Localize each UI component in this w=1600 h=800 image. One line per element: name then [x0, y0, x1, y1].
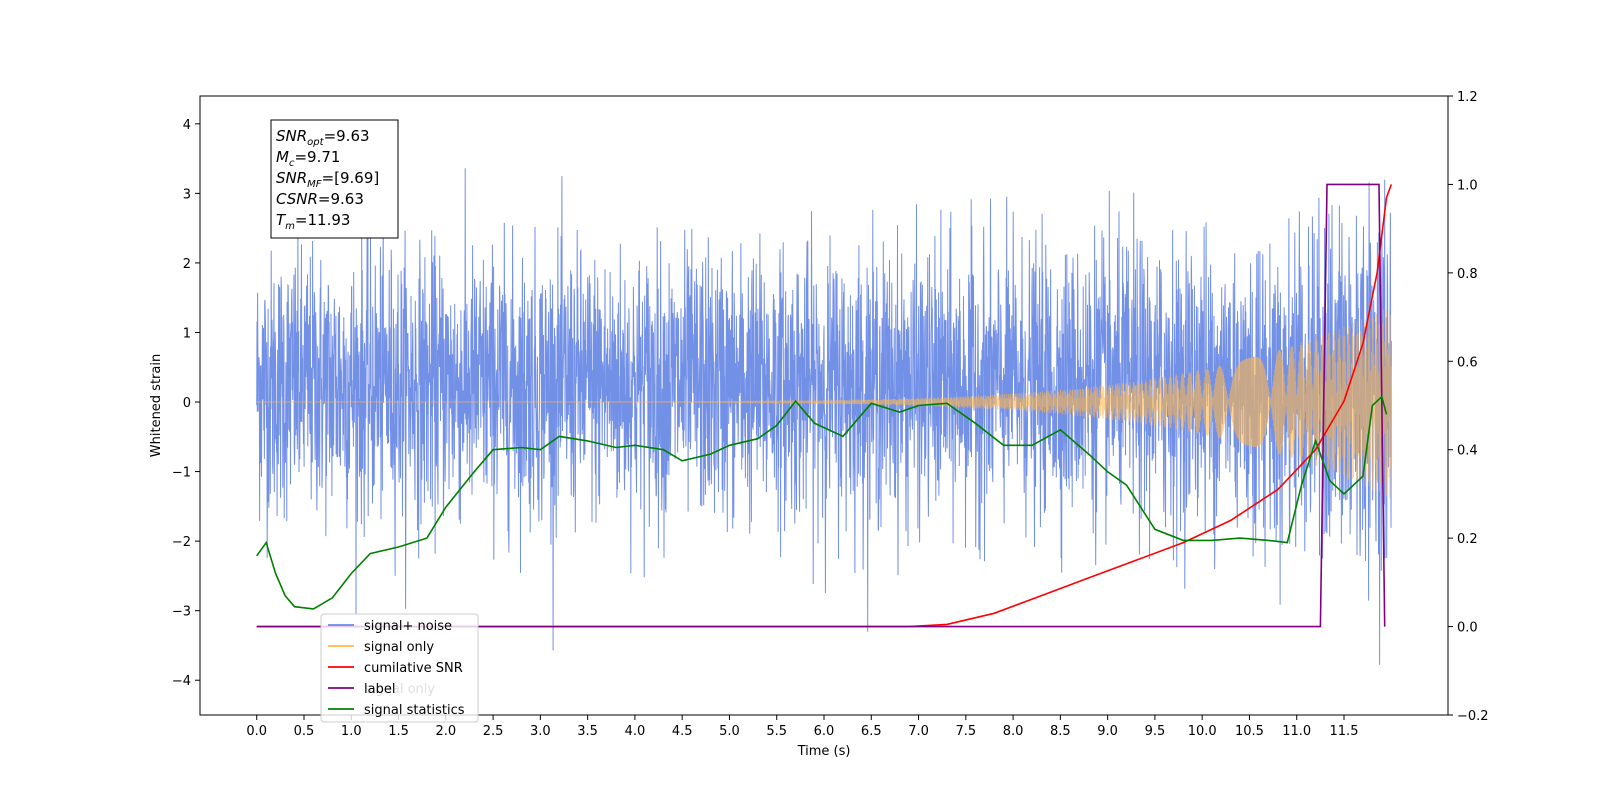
x-tick-label: 7.5 [955, 724, 976, 739]
right-axis-series [256, 183, 1393, 628]
right-y-tick-label: −0.2 [1457, 709, 1489, 724]
left-y-tick-label: 2 [183, 257, 191, 272]
legend-entry: cumilative SNR [364, 661, 463, 676]
legend-entry: label [364, 682, 395, 697]
right-y-axis-ticks: −0.2 0.0 0.2 0.4 0.6 0.8 1.0 1.2 [1448, 90, 1489, 724]
annotation-line: SNRopt=9.63 [276, 127, 370, 148]
x-tick-label: 0.0 [246, 724, 267, 739]
x-tick-label: 1.5 [388, 724, 409, 739]
annotation-line: Mc=9.71 [276, 148, 340, 169]
right-y-tick-label: 0.2 [1457, 532, 1478, 547]
left-y-axis-ticks: −4 −3 −2 −1 0 1 2 3 4 [172, 118, 200, 689]
x-tick-label: 7.0 [908, 724, 929, 739]
legend-entry: signal statistics [364, 703, 465, 718]
x-tick-label: 3.0 [530, 724, 551, 739]
x-axis-ticks: 0.0 0.5 1.0 1.5 2.0 2.5 3.0 3.5 4.0 4.5 5.0 5.5 6.0 6… [246, 715, 1358, 739]
right-y-tick-label: 1.2 [1457, 90, 1478, 105]
right-y-tick-label: 0.4 [1457, 444, 1478, 459]
x-tick-label: 8.5 [1050, 724, 1071, 739]
left-y-tick-label: −2 [172, 535, 191, 550]
x-tick-label: 4.5 [672, 724, 693, 739]
left-y-axis-label: Whitened strain [149, 354, 164, 457]
x-tick-label: 9.0 [1097, 724, 1118, 739]
left-y-tick-label: 1 [183, 326, 191, 341]
annotation-line: SNRMF=[9.69] [276, 169, 379, 190]
left-y-tick-label: 4 [183, 118, 191, 133]
x-tick-label: 9.5 [1145, 724, 1166, 739]
right-y-tick-label: 0.8 [1457, 267, 1478, 282]
signal-only-series [256, 309, 1392, 499]
x-tick-label: 6.0 [814, 724, 835, 739]
x-tick-label: 11.5 [1330, 724, 1359, 739]
x-tick-label: 3.5 [577, 724, 598, 739]
legend-ghost-text: signal only [365, 682, 435, 697]
left-y-tick-label: −1 [172, 466, 191, 481]
right-y-tick-label: 1.0 [1457, 178, 1478, 193]
label-line [256, 183, 1386, 628]
x-tick-label: 11.0 [1282, 724, 1311, 739]
plot-area [256, 168, 1393, 665]
left-y-tick-label: −4 [172, 674, 191, 689]
x-tick-label: 8.0 [1003, 724, 1024, 739]
legend-frame [320, 613, 479, 723]
legend-entry: signal+ noise [364, 619, 452, 634]
left-y-tick-label: 0 [183, 396, 191, 411]
annotation-line: Tm=11.93 [276, 211, 350, 232]
annotation-line: CSNR=9.63 [276, 190, 364, 208]
signal-only-line [256, 309, 1392, 499]
legend: signal only signal+ noise signal only cumil… [320, 613, 479, 723]
x-tick-label: 0.5 [294, 724, 315, 739]
left-y-tick-label: −3 [172, 605, 191, 620]
left-y-tick-label: 3 [183, 187, 191, 202]
x-tick-label: 10.5 [1235, 724, 1264, 739]
x-tick-label: 4.0 [625, 724, 646, 739]
x-axis-label: Time (s) [797, 744, 851, 759]
legend-entry: signal only [364, 640, 434, 655]
cumilative-snr-line [256, 184, 1393, 628]
x-tick-label: 6.5 [861, 724, 882, 739]
right-y-tick-label: 0.6 [1457, 355, 1478, 370]
signal-statistics-line [256, 395, 1388, 610]
x-tick-label: 5.0 [719, 724, 740, 739]
x-tick-label: 2.0 [435, 724, 456, 739]
signal-noise-series [256, 168, 1392, 665]
x-tick-label: 10.0 [1188, 724, 1217, 739]
right-y-tick-label: 0.0 [1457, 621, 1478, 636]
x-tick-label: 1.0 [341, 724, 362, 739]
signal-noise-line [256, 168, 1392, 665]
x-tick-label: 5.5 [766, 724, 787, 739]
annotation-frame [270, 119, 399, 239]
x-tick-label: 2.5 [483, 724, 504, 739]
